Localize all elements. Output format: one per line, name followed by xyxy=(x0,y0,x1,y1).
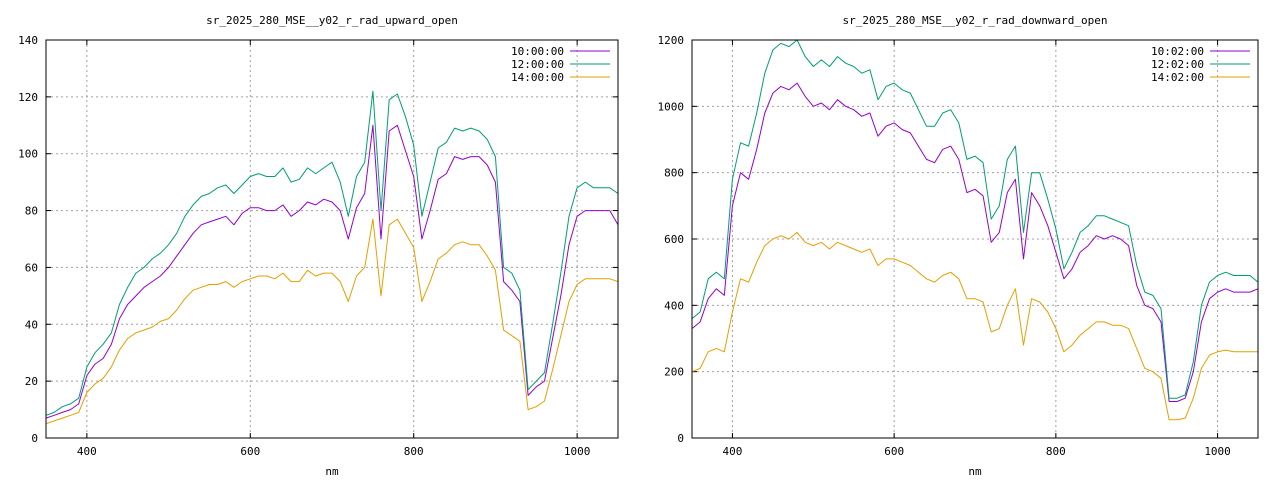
y-tick-label: 1200 xyxy=(658,34,685,47)
y-tick-label: 60 xyxy=(25,261,38,274)
series-line-12-00-00 xyxy=(45,90,619,416)
series-line-10-00-00 xyxy=(45,124,619,419)
legend-label: 14:00:00 xyxy=(511,71,564,84)
x-tick-label: 1000 xyxy=(564,445,591,458)
y-tick-label: 0 xyxy=(31,432,38,445)
chart-upward: sr_2025_280_MSE__y02_r_rad_upward_open 0 2… xyxy=(18,14,619,478)
series-line-10-02-00 xyxy=(691,82,1259,402)
x-tick-label: 1000 xyxy=(1204,445,1231,458)
chart-title: sr_2025_280_MSE__y02_r_rad_upward_open xyxy=(206,14,458,27)
y-tick-label: 800 xyxy=(664,167,684,180)
y-tick-label: 80 xyxy=(25,205,38,218)
series-line-14-02-00 xyxy=(691,231,1258,421)
y-tick-label: 120 xyxy=(18,91,38,104)
y-tick-label: 400 xyxy=(664,299,684,312)
x-tick-label: 800 xyxy=(1046,445,1066,458)
legend-label: 12:00:00 xyxy=(511,58,564,71)
y-tick-label: 600 xyxy=(664,233,684,246)
y-tick-label: 100 xyxy=(18,148,38,161)
legend-label: 10:00:00 xyxy=(511,45,564,58)
chart-title: sr_2025_280_MSE__y02_r_rad_downward_open xyxy=(843,14,1108,27)
y-tick-label: 20 xyxy=(25,375,38,388)
y-tick-label: 1000 xyxy=(658,100,685,113)
series-line-14-00-00 xyxy=(45,218,619,425)
x-tick-label: 600 xyxy=(884,445,904,458)
x-tick-label: 400 xyxy=(77,445,97,458)
legend-label: 14:02:00 xyxy=(1151,71,1204,84)
x-axis-label: nm xyxy=(968,465,982,478)
legend-label: 12:02:00 xyxy=(1151,58,1204,71)
chart-downward: sr_2025_280_MSE__y02_r_rad_downward_open… xyxy=(658,14,1259,478)
y-tick-label: 200 xyxy=(664,366,684,379)
y-tick-label: 140 xyxy=(18,34,38,47)
y-tick-label: 40 xyxy=(25,318,38,331)
plot-frame xyxy=(691,39,1259,439)
plot-frame xyxy=(45,39,619,439)
legend-label: 10:02:00 xyxy=(1151,45,1204,58)
series-line-12-02-00 xyxy=(691,39,1259,399)
x-axis-label: nm xyxy=(325,465,339,478)
x-tick-label: 600 xyxy=(240,445,260,458)
x-tick-label: 400 xyxy=(722,445,742,458)
x-tick-label: 800 xyxy=(404,445,424,458)
y-tick-label: 0 xyxy=(677,432,684,445)
